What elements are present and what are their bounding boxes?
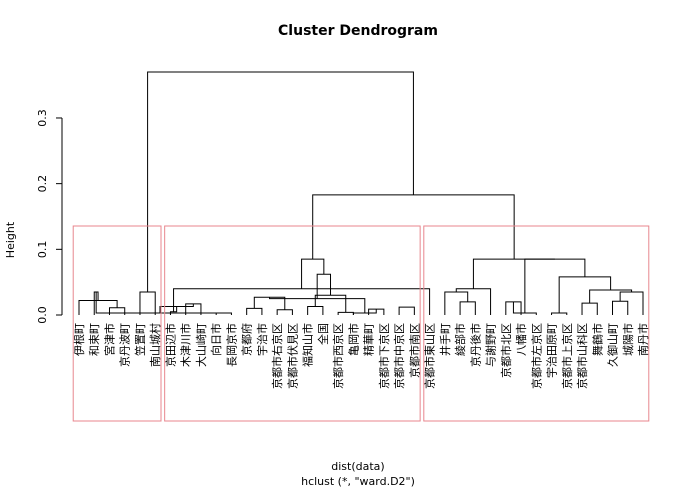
dendrogram-merge bbox=[108, 307, 126, 315]
leaf-label: 京都市西京区 bbox=[331, 323, 345, 389]
dendrogram-merge bbox=[524, 258, 586, 314]
leaf-label: 南山城村 bbox=[148, 323, 162, 367]
x-axis-label: dist(data) bbox=[331, 460, 384, 473]
dendrogram-merge bbox=[619, 291, 644, 315]
leaf-label: 全国 bbox=[316, 323, 330, 345]
leaf-labels: 伊根町 和束町 宮津市 京丹波町 笠置町 南山城村 京田辺市 木津川市 大山崎町 向日市 長岡京市京… bbox=[72, 323, 650, 389]
leaf-label: 精華町 bbox=[363, 323, 376, 356]
dendrogram-merge bbox=[253, 296, 286, 310]
dendrogram-branches bbox=[78, 71, 644, 315]
leaf-label: 京都市山科区 bbox=[575, 323, 589, 389]
leaf-label: 八幡市 bbox=[514, 323, 528, 356]
leaf-label: 京都市南区 bbox=[407, 323, 421, 378]
dendrogram-merge bbox=[276, 309, 293, 315]
dendrogram-merge bbox=[269, 297, 366, 314]
dendrogram-merge bbox=[147, 71, 414, 293]
leaf-label: 宇治市 bbox=[255, 323, 269, 356]
leaf-label: 与謝野町 bbox=[484, 323, 498, 367]
dendrogram-merge bbox=[312, 194, 515, 260]
chart-title: Cluster Dendrogram bbox=[278, 23, 438, 39]
dendrogram-merge bbox=[314, 294, 347, 313]
leaf-label: 京都市北区 bbox=[499, 323, 513, 378]
dendrogram-merge bbox=[337, 311, 354, 315]
leaf-label: 城陽市 bbox=[621, 323, 635, 356]
leaf-label: 向日市 bbox=[209, 323, 223, 356]
dendrogram-merge bbox=[246, 307, 263, 315]
dendrogram-merge bbox=[581, 302, 598, 315]
dendrogram-merge bbox=[612, 300, 629, 315]
leaf-label: 京丹後市 bbox=[468, 323, 482, 367]
dendrogram-merge bbox=[307, 305, 324, 315]
leaf-label: 大山崎町 bbox=[194, 323, 208, 367]
dendrogram-merge bbox=[95, 292, 224, 314]
leaf-label: 長岡京市 bbox=[224, 323, 238, 367]
leaf-label: 南丹市 bbox=[636, 323, 650, 356]
leaf-label: 和束町 bbox=[88, 323, 101, 356]
dendrogram-merge bbox=[558, 276, 612, 314]
cluster-boxes bbox=[72, 225, 650, 422]
y-tick-label: 0.1 bbox=[36, 241, 49, 259]
dendrogram-merge bbox=[398, 306, 415, 315]
dendrogram-merge bbox=[139, 291, 156, 315]
leaf-label: 京都市下京区 bbox=[377, 323, 391, 389]
leaf-label: 伊根町 bbox=[72, 323, 86, 356]
leaf-label: 亀岡市 bbox=[346, 323, 360, 356]
leaf-label: 笠置町 bbox=[133, 323, 147, 356]
leaf-label: 宮津市 bbox=[102, 323, 116, 356]
leaf-label: 舞鶴市 bbox=[590, 323, 604, 356]
method-sublabel: hclust (*, "ward.D2") bbox=[301, 475, 415, 488]
leaf-label: 久御山町 bbox=[606, 323, 620, 367]
y-tick-label: 0.2 bbox=[36, 175, 49, 193]
y-tick-label: 0.0 bbox=[36, 306, 49, 324]
leaf-label: 京都市伏見区 bbox=[285, 323, 299, 389]
leaf-label: 京都市上京区 bbox=[560, 323, 574, 389]
leaf-label: 綾部市 bbox=[453, 323, 467, 356]
y-axis: 0.0 0.1 0.2 0.3 bbox=[36, 109, 63, 324]
dendrogram-merge bbox=[472, 258, 555, 289]
leaf-label: 福知山市 bbox=[301, 323, 315, 367]
leaf-label: 京都府 bbox=[240, 323, 254, 356]
cluster-box bbox=[423, 225, 650, 422]
leaf-label: 京都市中京区 bbox=[392, 323, 406, 389]
leaf-label: 京丹波町 bbox=[118, 323, 132, 367]
leaf-label: 京都市右京区 bbox=[270, 323, 284, 389]
leaf-label: 木津川市 bbox=[179, 323, 193, 367]
leaf-label: 京田辺市 bbox=[163, 323, 177, 367]
cluster-box bbox=[164, 225, 421, 422]
dendrogram-merge bbox=[459, 301, 476, 315]
leaf-label: 井手町 bbox=[438, 323, 452, 356]
dendrogram-merge bbox=[444, 291, 469, 315]
dendrogram-merge bbox=[215, 312, 232, 315]
dendrogram-merge bbox=[551, 312, 568, 315]
cluster-box bbox=[72, 225, 162, 422]
leaf-label: 京都市左京区 bbox=[529, 323, 543, 389]
y-axis-label: Height bbox=[4, 221, 17, 258]
dendrogram-merge bbox=[173, 288, 431, 315]
leaf-label: 宇治田原町 bbox=[545, 323, 559, 378]
leaf-label: 京都市東山区 bbox=[423, 323, 437, 389]
y-tick-label: 0.3 bbox=[36, 109, 49, 127]
